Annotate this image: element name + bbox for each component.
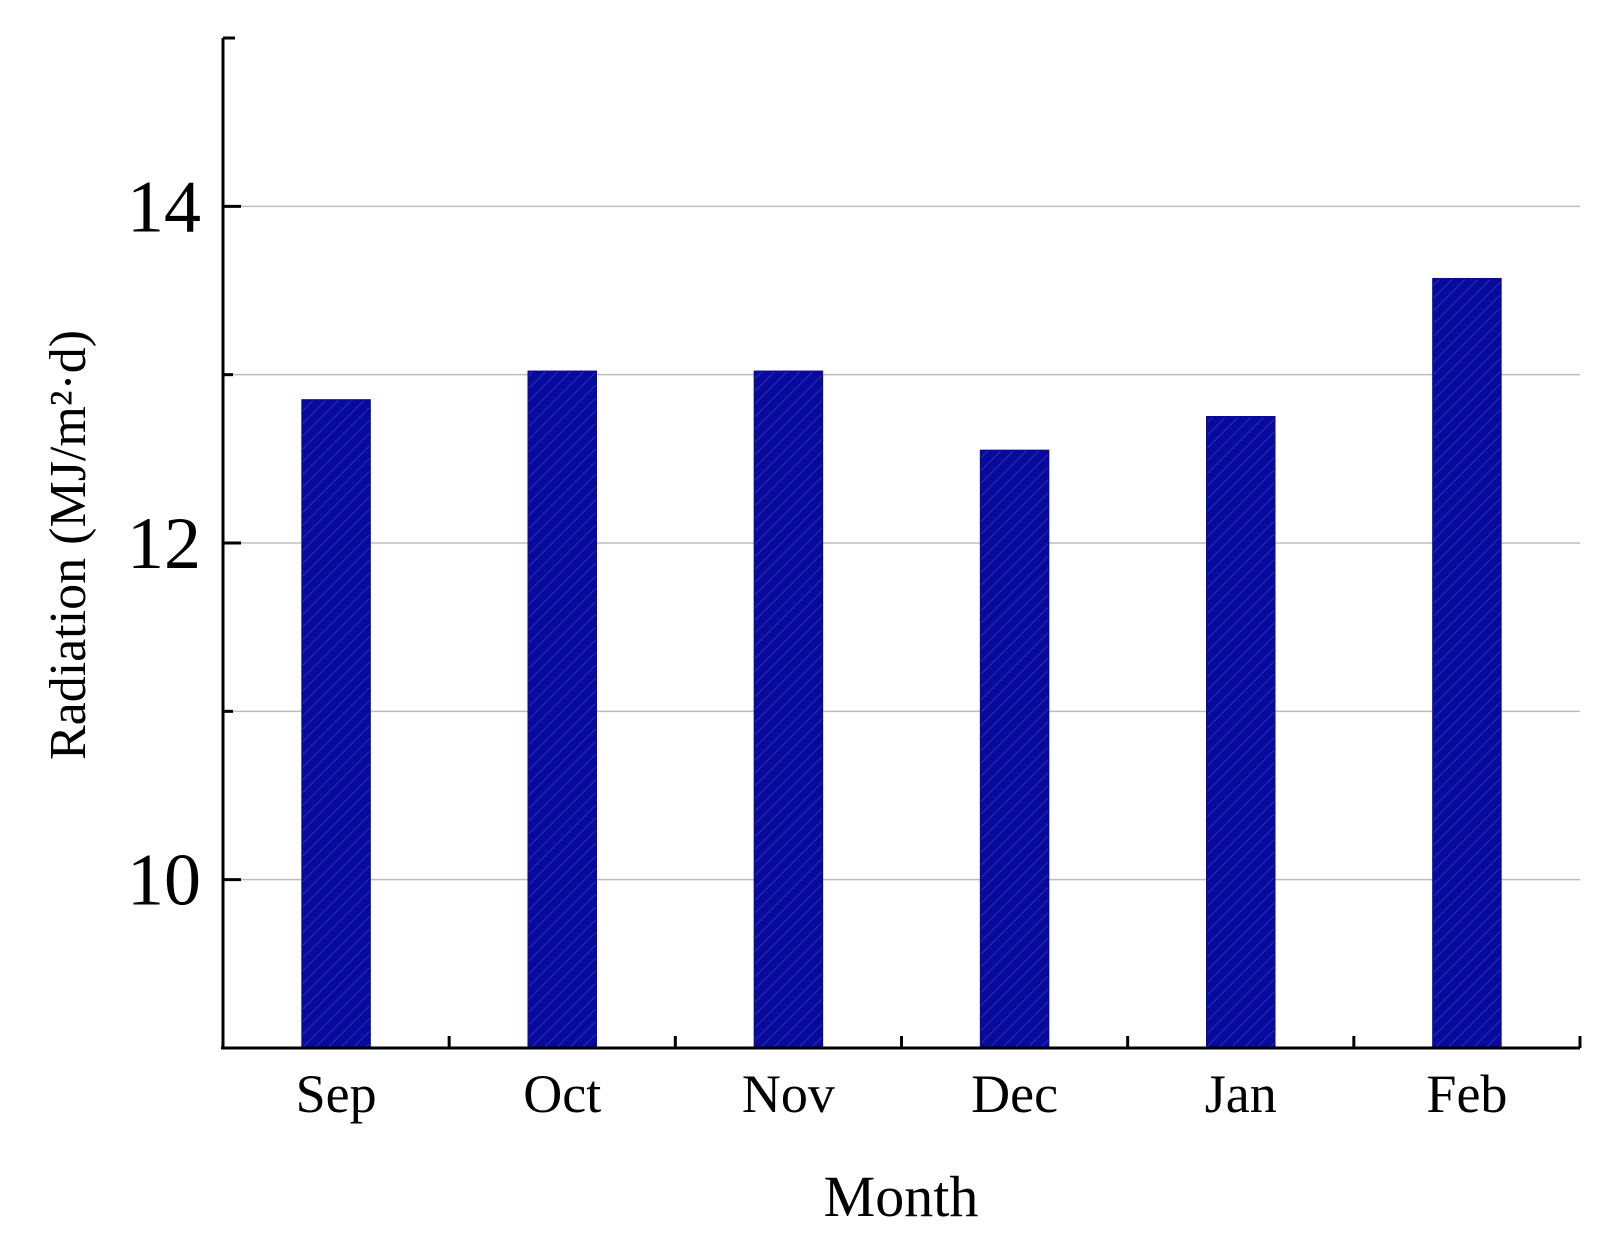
x-tick-label: Feb (1426, 1064, 1507, 1124)
bar-jan (1206, 416, 1276, 1049)
bar-nov (753, 370, 824, 1049)
x-tick-label: Jan (1205, 1064, 1277, 1124)
bar-feb (1432, 277, 1502, 1049)
bars (301, 277, 1502, 1049)
x-tick-label: Dec (971, 1064, 1058, 1124)
y-tick-label: 10 (127, 840, 201, 922)
gridlines (223, 205, 1580, 881)
bar-dec (979, 449, 1050, 1049)
y-tick-label: 12 (127, 503, 201, 585)
x-tick-label: Nov (742, 1064, 835, 1124)
tick-labels: 10 12 14 Sep Oct Nov Dec Jan Feb (127, 166, 1507, 1124)
bar-sep (301, 399, 371, 1049)
bar-oct (527, 370, 597, 1049)
x-axis-title: Month (824, 1164, 979, 1229)
x-tick-label: Sep (296, 1064, 377, 1124)
y-axis-title: Radiation (MJ/m²·d) (40, 330, 97, 760)
x-tick-label: Oct (523, 1064, 601, 1124)
y-tick-label: 14 (127, 166, 201, 248)
ticks (223, 36, 1582, 1048)
